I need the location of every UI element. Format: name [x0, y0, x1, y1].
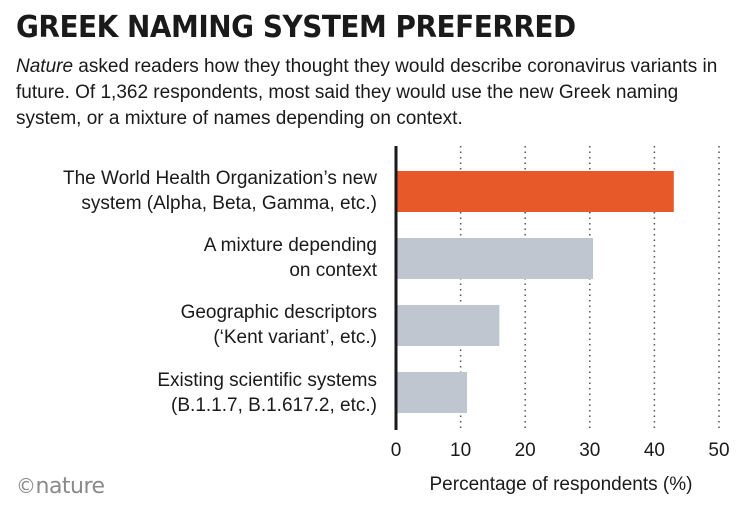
logo-text: nature	[35, 474, 106, 499]
category-label: The World Health Organization’s new syst…	[0, 166, 377, 216]
subtitle-text: asked readers how they thought they woul…	[16, 56, 718, 129]
category-label-line: The World Health Organization’s new	[62, 168, 377, 189]
chart-subtitle: Nature asked readers how they thought th…	[16, 54, 742, 132]
category-label-line: system (Alpha, Beta, Gamma, etc.)	[81, 193, 377, 214]
category-label-line: A mixture depending	[203, 235, 377, 256]
x-tick-label: 0	[390, 440, 402, 461]
x-tick-label: 50	[708, 440, 730, 461]
x-tick-label: 40	[643, 440, 665, 461]
chart-title: GREEK NAMING SYSTEM PREFERRED	[16, 10, 576, 45]
copyright-icon: ©	[16, 474, 36, 498]
category-label-line: Geographic descriptors	[180, 302, 377, 323]
category-label-line: (B.1.1.7, B.1.617.2, etc.)	[171, 395, 377, 416]
category-label: Existing scientific systems (B.1.1.7, B.…	[0, 368, 377, 418]
x-axis-title: Percentage of respondents (%)	[429, 474, 693, 495]
category-label-line: (‘Kent variant’, etc.)	[213, 327, 377, 348]
bar	[396, 305, 500, 346]
bar-highlight	[396, 171, 674, 212]
category-label: A mixture depending on context	[0, 233, 377, 283]
category-label-line: Existing scientific systems	[157, 370, 377, 391]
category-label-line: on context	[289, 260, 377, 281]
x-tick-label: 10	[450, 440, 472, 461]
bar	[396, 372, 468, 413]
bars	[396, 171, 674, 413]
x-tick-label: 20	[514, 440, 536, 461]
category-label: Geographic descriptors (‘Kent variant’, …	[0, 300, 377, 350]
nature-logo: ©nature	[16, 474, 105, 499]
subtitle-journal-name: Nature	[16, 56, 74, 77]
bar	[396, 238, 594, 279]
x-tick-label: 30	[579, 440, 601, 461]
